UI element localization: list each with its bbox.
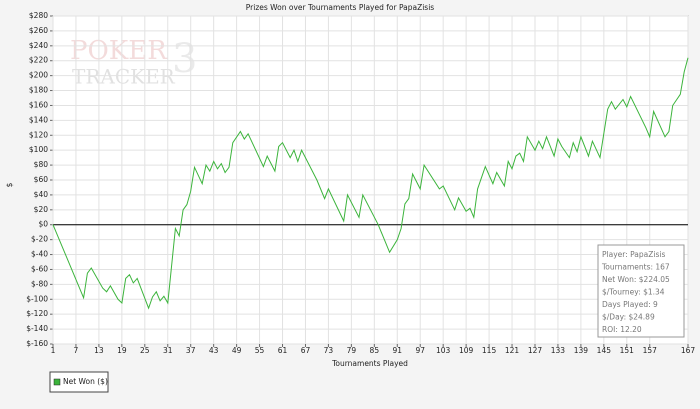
y-tick-label: $260: [29, 26, 48, 35]
x-tick-label: 133: [551, 346, 566, 355]
legend-box: [49, 371, 109, 393]
x-tick-label: 1: [51, 346, 56, 355]
x-tick-label: 7: [74, 346, 79, 355]
y-tick-label: $20: [34, 205, 49, 214]
x-tick-label: 43: [209, 346, 219, 355]
watermark: POKER TRACKER 3: [70, 36, 197, 89]
x-axis-title: Tournaments Played: [331, 359, 408, 368]
info-text: Tournaments: 167: [601, 263, 670, 272]
y-tick-label: $280: [29, 11, 48, 20]
y-tick-label: $240: [29, 41, 48, 50]
watermark-text: POKER: [70, 36, 168, 66]
x-tick-label: 145: [597, 346, 612, 355]
y-tick-label: $-80: [31, 279, 48, 288]
y-axis-title: $: [5, 182, 14, 187]
x-tick-label: 67: [301, 346, 311, 355]
x-tick-label: 49: [232, 346, 242, 355]
watermark-text: TRACKER: [72, 65, 176, 89]
y-tick-label: $0: [38, 220, 48, 229]
y-tick-label: $-60: [31, 264, 48, 273]
legend-label: Net Won ($): [63, 377, 108, 386]
y-tick-label: $-160: [26, 339, 48, 348]
x-tick-label: 121: [505, 346, 520, 355]
y-tick-label: $60: [34, 175, 49, 184]
y-tick-label: $200: [29, 71, 48, 80]
x-tick-label: 151: [620, 346, 635, 355]
legend-swatch: [53, 378, 61, 386]
info-text: Net Won: $224.05: [602, 275, 670, 284]
info-text: Days Played: 9: [602, 300, 658, 309]
data-line: [52, 57, 689, 310]
y-tick-label: $40: [34, 190, 49, 199]
y-tick-label: $-100: [26, 294, 48, 303]
x-tick-label: 127: [528, 346, 543, 355]
info-text: $/Tourney: $1.34: [602, 288, 665, 297]
x-tick-label: 91: [393, 346, 403, 355]
x-tick-label: 37: [186, 346, 196, 355]
x-tick-label: 61: [278, 346, 288, 355]
x-tick-label: 97: [415, 346, 425, 355]
y-tick-label: $220: [29, 56, 48, 65]
x-tick-label: 25: [140, 346, 150, 355]
y-tick-label: $160: [29, 100, 48, 109]
x-tick-label: 109: [459, 346, 474, 355]
y-tick-label: $180: [29, 86, 48, 95]
x-tick-label: 55: [255, 346, 265, 355]
y-tick-label: $-140: [26, 324, 48, 333]
y-tick-label: $100: [29, 145, 48, 154]
y-tick-label: $80: [34, 160, 49, 169]
x-tick-label: 13: [94, 346, 104, 355]
x-tick-label: 103: [436, 346, 451, 355]
x-tick-label: 115: [482, 346, 497, 355]
y-tick-label: $-20: [31, 235, 48, 244]
y-tick-label: $120: [29, 130, 48, 139]
info-text: ROI: 12.20: [602, 325, 642, 334]
x-tick-label: 85: [370, 346, 380, 355]
watermark-text: 3: [172, 36, 197, 82]
y-tick-label: $-120: [26, 309, 48, 318]
info-text: $/Day: $24.89: [602, 313, 655, 322]
x-tick-label: 157: [643, 346, 658, 355]
x-tick-label: 167: [681, 346, 696, 355]
x-tick-label: 79: [347, 346, 357, 355]
x-tick-label: 19: [117, 346, 127, 355]
info-text: Player: PapaZisis: [602, 250, 665, 259]
y-tick-label: $-40: [31, 250, 48, 259]
y-tick-label: $140: [29, 115, 48, 124]
x-tick-label: 139: [574, 346, 589, 355]
chart-title: Prizes Won over Tournaments Played for P…: [246, 3, 435, 12]
x-tick-label: 73: [324, 346, 334, 355]
info-box: [597, 244, 685, 338]
x-tick-label: 31: [163, 346, 173, 355]
